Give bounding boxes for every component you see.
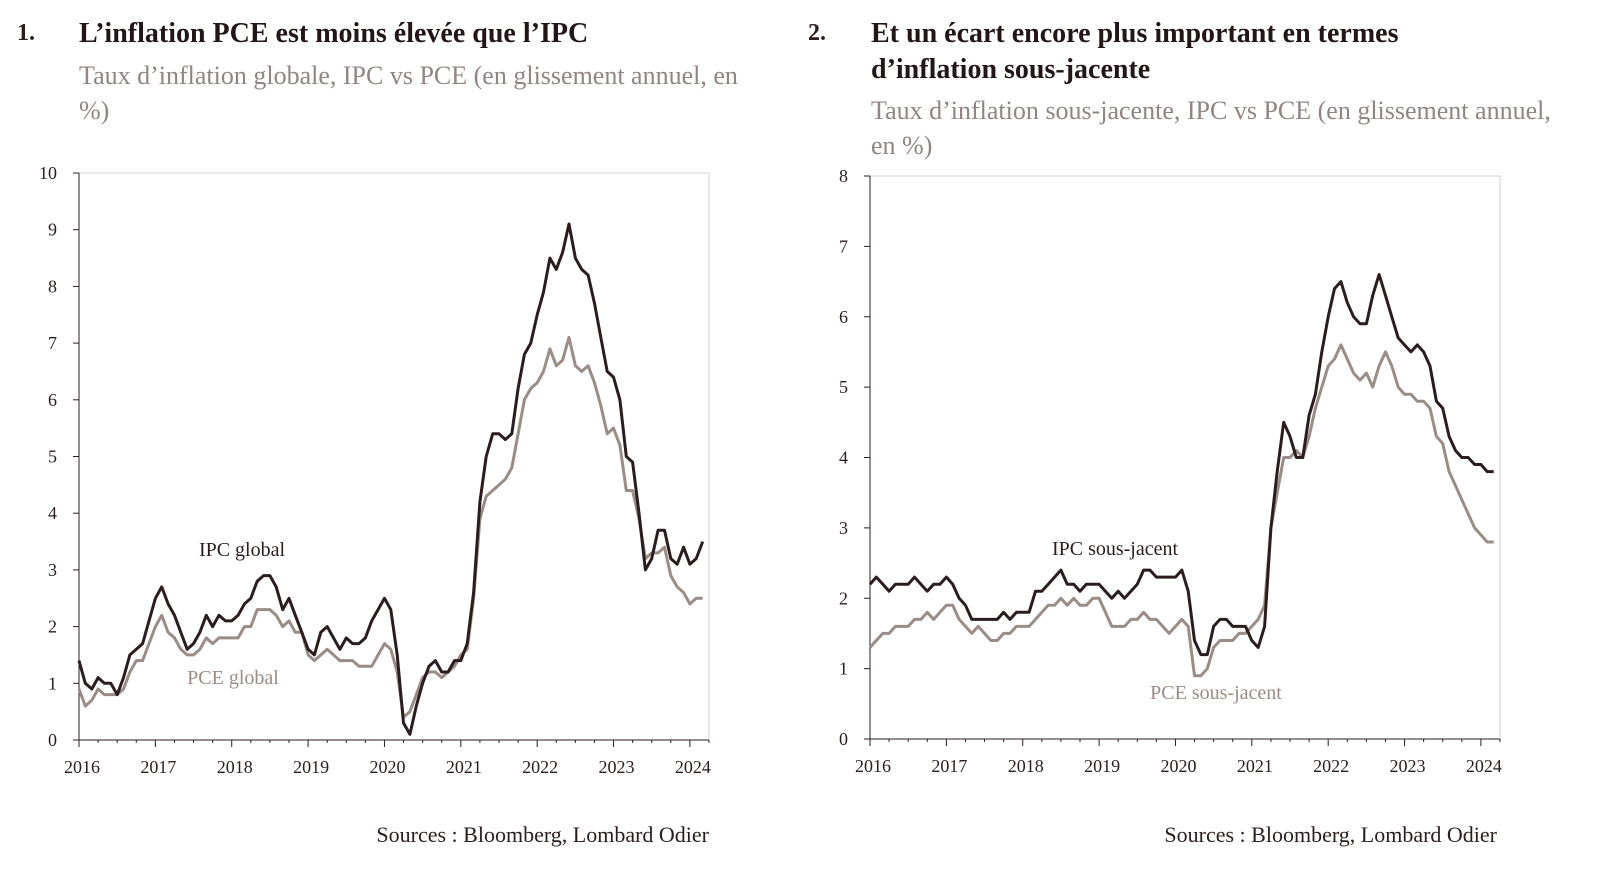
x-tick-label: 2022 <box>1313 756 1349 776</box>
y-tick-label: 10 <box>39 163 57 183</box>
chart-subtitle: Taux d’inflation globale, IPC vs PCE (en… <box>79 61 738 125</box>
pce-series-label: PCE sous-jacent <box>1150 682 1282 704</box>
x-tick-label: 2023 <box>1390 756 1426 776</box>
x-tick-label: 2024 <box>1466 756 1502 776</box>
x-tick-label: 2018 <box>217 757 253 777</box>
chart-panel-2: 2. Et un écart encore plus important en … <box>805 0 1611 894</box>
x-tick-label: 2024 <box>675 757 711 777</box>
y-tick-label: 1 <box>48 673 57 693</box>
x-tick-label: 2017 <box>140 757 176 777</box>
ipc-series-line <box>868 273 1494 657</box>
plot-frame <box>78 172 710 741</box>
y-tick-label: 3 <box>839 518 848 538</box>
y-tick-label: 2 <box>839 588 848 608</box>
chart-number: 2. <box>808 20 826 46</box>
x-tick-label: 2021 <box>1237 756 1273 776</box>
y-tick-label: 4 <box>48 503 57 523</box>
x-tick-label: 2016 <box>855 756 891 776</box>
x-tick-label: 2022 <box>522 757 558 777</box>
y-tick-label: 6 <box>839 307 848 327</box>
x-tick-label: 2016 <box>64 757 100 777</box>
chart-source: Sources : Bloomberg, Lombard Odier <box>376 822 709 847</box>
y-tick-label: 2 <box>48 617 57 637</box>
y-tick-label: 0 <box>839 729 848 749</box>
chart-panel-1: 1. L’inflation PCE est moins élevée que … <box>0 0 790 894</box>
chart-title: Et un écart encore plus important en ter… <box>871 16 1571 88</box>
plot-frame <box>869 175 1501 740</box>
pce-series-line <box>868 343 1494 678</box>
chart-title-line-1: Et un écart encore plus important en ter… <box>871 18 1399 49</box>
line-chart-2: 0 1 2 3 4 5 6 7 8 2016 2017 2018 2019 2020 2021 2022 202… <box>839 166 1502 776</box>
y-tick-label: 3 <box>48 560 57 580</box>
pce-series-label: PCE global <box>187 667 279 689</box>
chart-title: L’inflation PCE est moins élevée que l’I… <box>79 18 589 49</box>
y-tick-label: 9 <box>48 220 57 240</box>
y-tick-label: 5 <box>48 447 57 467</box>
y-tick-label: 6 <box>48 390 57 410</box>
x-tick-label: 2020 <box>1160 756 1196 776</box>
chart-number: 1. <box>17 20 35 46</box>
x-tick-label: 2023 <box>599 757 635 777</box>
pce-series-line <box>77 335 703 719</box>
y-tick-label: 4 <box>839 448 848 468</box>
x-tick-label: 2018 <box>1008 756 1044 776</box>
ipc-series-label: IPC sous-jacent <box>1052 538 1179 560</box>
x-tick-label: 2017 <box>931 756 967 776</box>
chart-title-line-2: d’inflation sous-jacente <box>871 54 1151 85</box>
chart-subtitle: Taux d’inflation sous-jacente, IPC vs PC… <box>871 96 1551 160</box>
y-tick-label: 0 <box>48 730 57 750</box>
y-tick-label: 7 <box>48 333 57 353</box>
y-tick-label: 8 <box>48 276 57 296</box>
y-tick-label: 1 <box>839 659 848 679</box>
x-tick-label: 2019 <box>293 757 329 777</box>
line-chart-1: 0 1 2 3 4 5 6 7 8 9 10 2016 2017 2018 2019 2020 2021 2022… <box>39 163 711 777</box>
x-tick-label: 2020 <box>369 757 405 777</box>
x-tick-label: 2019 <box>1084 756 1120 776</box>
x-tick-label: 2021 <box>446 757 482 777</box>
y-tick-label: 5 <box>839 377 848 397</box>
y-tick-label: 8 <box>839 166 848 186</box>
chart-source: Sources : Bloomberg, Lombard Odier <box>1164 822 1497 847</box>
ipc-series-line <box>77 222 705 736</box>
ipc-series-label: IPC global <box>199 539 286 561</box>
y-tick-label: 7 <box>839 236 848 256</box>
